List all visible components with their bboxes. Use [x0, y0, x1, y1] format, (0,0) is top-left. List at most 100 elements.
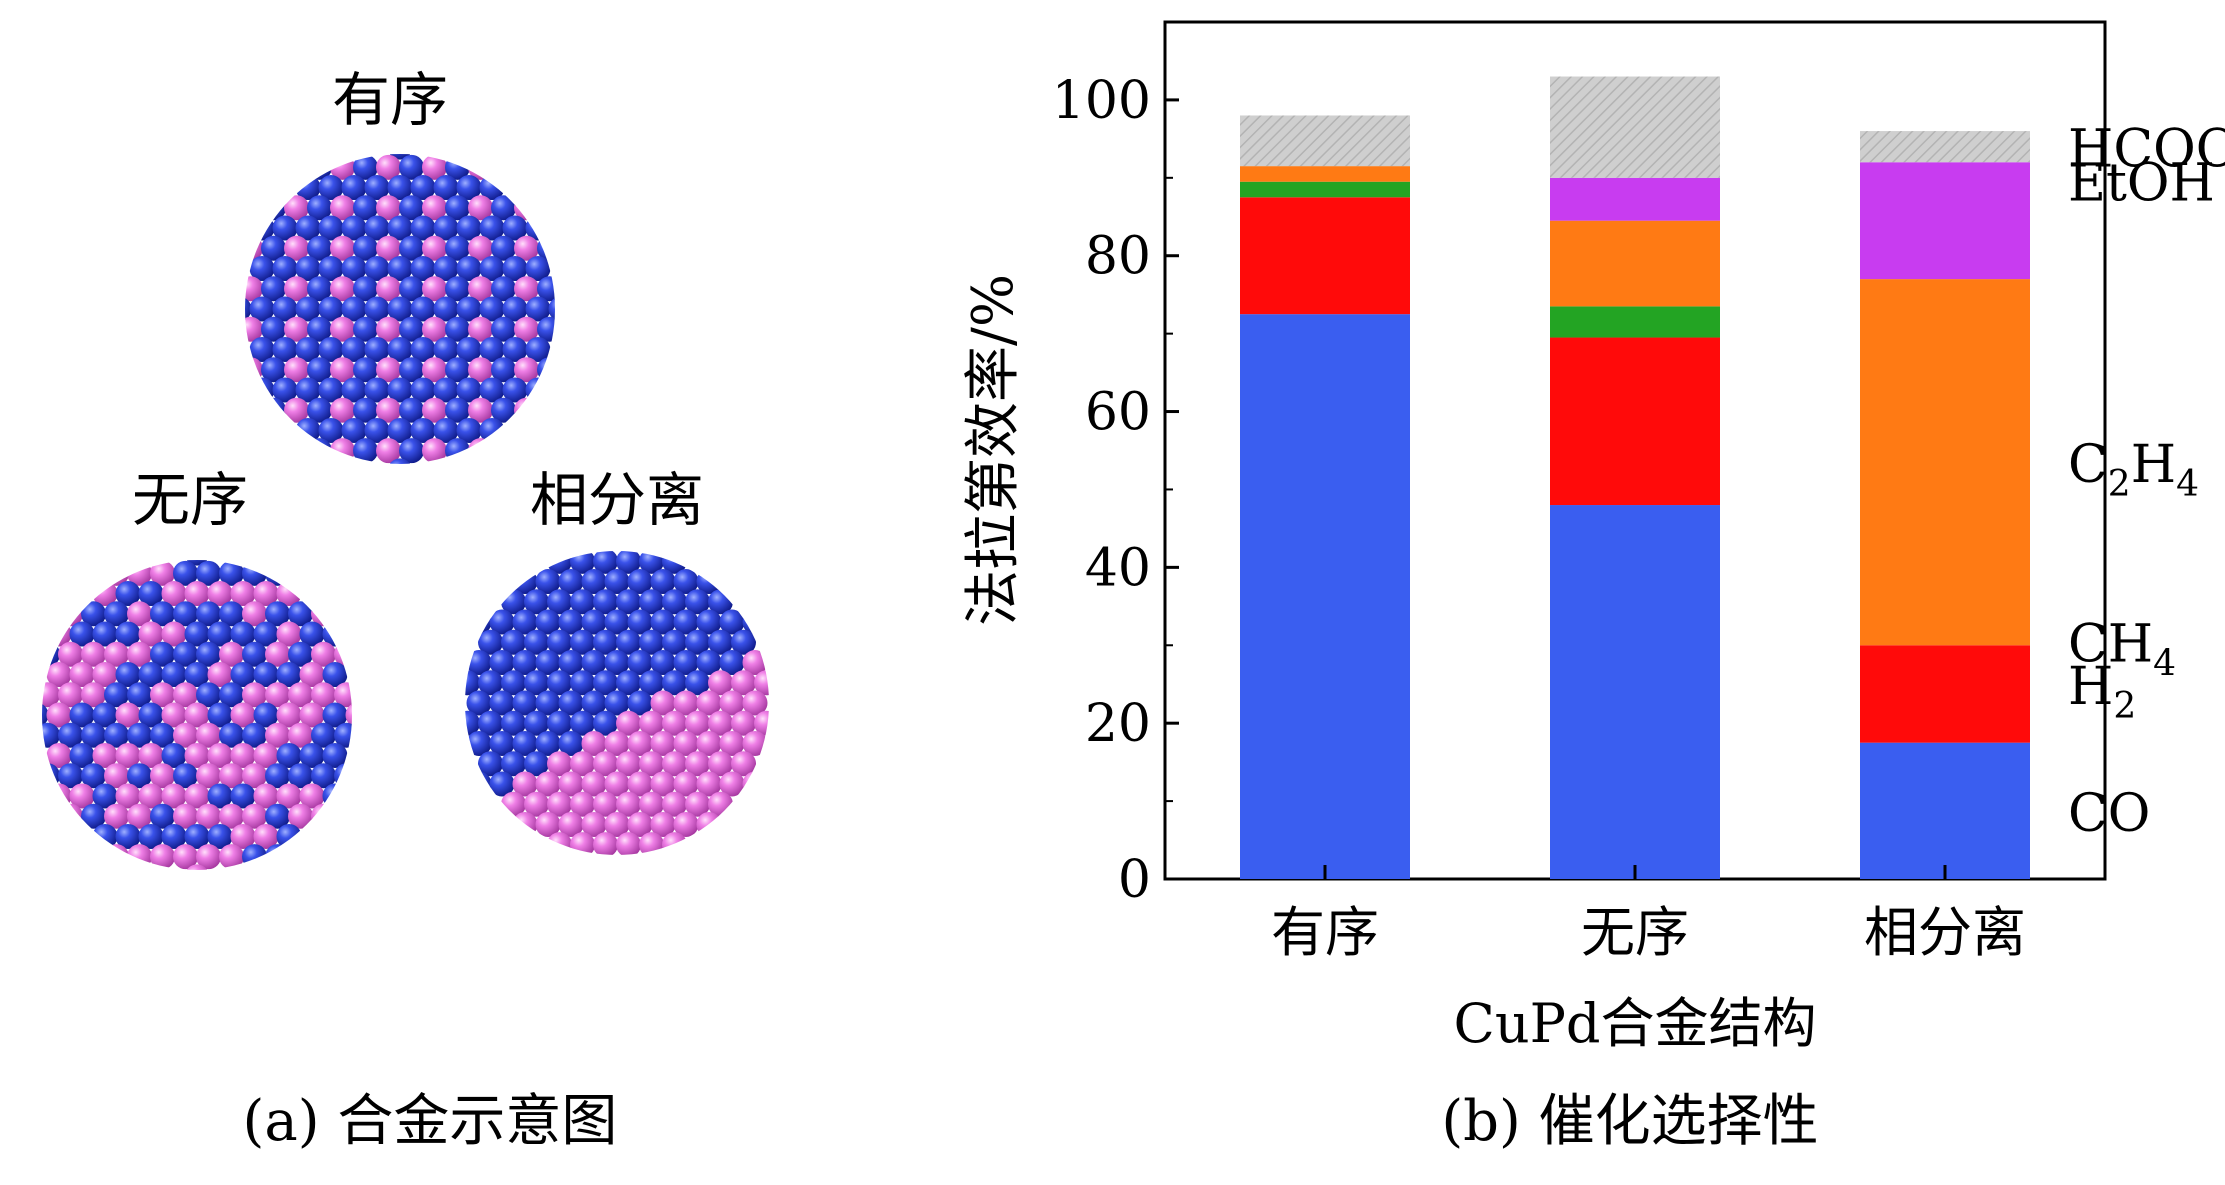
- random-nanoparticle: [42, 560, 352, 870]
- series-label-hcoo: HCOO−: [2068, 114, 2225, 180]
- pd-atom: [468, 195, 493, 221]
- x-axis-label: CuPd合金结构: [1454, 992, 1817, 1055]
- cu-atom: [81, 763, 106, 789]
- cu-atom: [341, 377, 367, 403]
- pd-atom: [662, 710, 687, 736]
- cu-atom: [341, 175, 367, 201]
- cu-atom: [150, 722, 175, 748]
- cu-atom: [353, 357, 378, 383]
- cu-atom: [433, 377, 459, 403]
- pd-atom: [46, 742, 72, 768]
- cu-atom: [261, 276, 286, 302]
- cu-atom: [662, 589, 687, 615]
- cu-atom: [558, 609, 584, 635]
- cu-atom: [535, 730, 561, 756]
- cu-atom: [433, 215, 459, 241]
- pd-atom: [639, 832, 664, 855]
- bar-segment-etoh-2: [1550, 177, 1720, 221]
- cu-atom: [318, 336, 344, 362]
- cu-atom: [399, 195, 424, 221]
- cu-atom: [466, 690, 492, 716]
- cu-atom: [115, 581, 141, 607]
- pd-atom: [284, 357, 309, 383]
- pd-atom: [288, 682, 313, 708]
- cu-atom: [307, 397, 332, 423]
- cu-atom: [387, 296, 413, 322]
- pd-atom: [708, 710, 733, 736]
- cu-atom: [639, 589, 664, 615]
- cu-atom: [150, 641, 175, 667]
- cu-atom: [230, 783, 256, 809]
- pd-atom: [265, 722, 290, 748]
- cu-atom: [535, 650, 561, 676]
- pd-atom: [685, 751, 710, 777]
- cu-atom: [249, 336, 275, 362]
- cu-atom: [489, 690, 515, 716]
- cu-atom: [230, 662, 256, 688]
- pd-atom: [81, 641, 106, 667]
- cu-atom: [502, 377, 528, 403]
- pd-atom: [650, 771, 676, 797]
- cu-atom: [708, 629, 733, 655]
- cu-atom: [318, 417, 344, 443]
- cu-atom: [491, 276, 516, 302]
- pd-atom: [742, 650, 768, 676]
- cu-atom: [581, 650, 607, 676]
- cu-atom: [466, 771, 492, 797]
- pd-atom: [422, 235, 447, 261]
- cu-atom: [295, 215, 321, 241]
- cu-atom: [673, 609, 699, 635]
- pd-atom: [230, 742, 256, 768]
- pd-atom: [754, 670, 769, 696]
- pd-atom: [535, 771, 561, 797]
- cu-atom: [219, 722, 244, 748]
- cu-atom: [104, 601, 129, 627]
- caption-b: (b) 催化选择性: [1441, 1089, 1818, 1154]
- pd-atom: [719, 771, 745, 797]
- cu-atom: [322, 783, 348, 809]
- cu-atom: [639, 629, 664, 655]
- cu-atom: [489, 771, 515, 797]
- pd-atom: [512, 811, 538, 837]
- cu-atom: [353, 316, 378, 342]
- cu-atom: [115, 662, 141, 688]
- cu-atom: [535, 690, 561, 716]
- cu-atom: [92, 702, 118, 728]
- cu-atom: [295, 256, 321, 282]
- pd-atom: [639, 751, 664, 777]
- pd-atom: [115, 783, 141, 809]
- pd-atom: [115, 742, 141, 768]
- pd-atom: [138, 783, 164, 809]
- pd-atom: [731, 710, 756, 736]
- cu-atom: [593, 629, 618, 655]
- cu-atom: [334, 722, 352, 748]
- cu-atom: [288, 641, 313, 667]
- cu-atom: [42, 702, 49, 728]
- cu-atom: [489, 730, 515, 756]
- pd-atom: [535, 811, 561, 837]
- cu-atom: [196, 641, 221, 667]
- cu-atom: [69, 702, 95, 728]
- cu-atom: [465, 670, 480, 696]
- cu-atom: [399, 397, 424, 423]
- cu-atom: [445, 438, 470, 464]
- pd-atom: [127, 844, 152, 870]
- pd-atom: [593, 791, 618, 817]
- cu-atom: [662, 629, 687, 655]
- x-tick-label: 无序: [1581, 901, 1689, 964]
- pd-atom: [673, 730, 699, 756]
- cu-atom: [245, 296, 252, 322]
- cu-atom: [196, 682, 221, 708]
- cu-atom: [311, 722, 336, 748]
- cu-atom: [558, 690, 584, 716]
- pd-atom: [138, 742, 164, 768]
- cu-atom: [537, 316, 555, 342]
- y-axis-ticks: 0 20 40 60 80 100: [1052, 71, 1179, 910]
- cu-atom: [265, 763, 290, 789]
- label-phase-separated: 相分离: [530, 466, 704, 534]
- cu-atom: [341, 215, 367, 241]
- bar-segment-etoh-3: [1860, 162, 2030, 280]
- pd-atom: [330, 397, 355, 423]
- x-tick-label: 相分离: [1864, 901, 2026, 964]
- pd-atom: [311, 641, 336, 667]
